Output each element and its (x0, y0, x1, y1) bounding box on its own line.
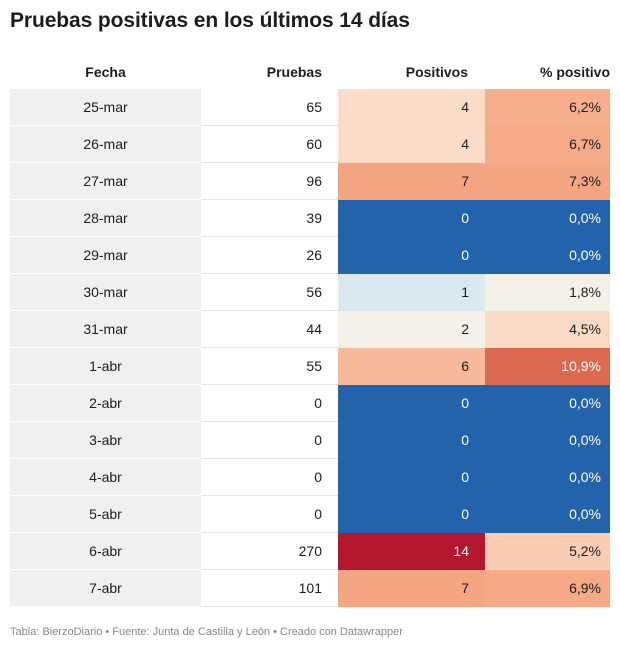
cell-pruebas: 270 (201, 533, 338, 570)
cell-positivos: 0 (338, 422, 485, 459)
cell-pruebas: 60 (201, 126, 338, 163)
cell-pct-positivo: 5,2% (485, 533, 610, 570)
cell-fecha: 29-mar (10, 237, 201, 274)
cell-pruebas: 55 (201, 348, 338, 385)
cell-pct-positivo: 6,9% (485, 570, 610, 607)
cell-pruebas: 96 (201, 163, 338, 200)
cell-pct-positivo: 1,8% (485, 274, 610, 311)
table-row: 6-abr 270 14 5,2% (10, 533, 610, 570)
cell-pct-positivo: 0,0% (485, 237, 610, 274)
cell-positivos: 1 (338, 274, 485, 311)
cell-fecha: 3-abr (10, 422, 201, 459)
cell-fecha: 5-abr (10, 496, 201, 533)
table-row: 28-mar 39 0 0,0% (10, 200, 610, 237)
cell-positivos: 0 (338, 385, 485, 422)
cell-pruebas: 65 (201, 89, 338, 126)
cell-pruebas: 44 (201, 311, 338, 348)
cell-pct-positivo: 0,0% (485, 459, 610, 496)
cell-pct-positivo: 0,0% (485, 385, 610, 422)
table-row: 5-abr 0 0 0,0% (10, 496, 610, 533)
cell-pruebas: 56 (201, 274, 338, 311)
cell-pruebas: 0 (201, 422, 338, 459)
cell-positivos: 7 (338, 570, 485, 607)
table-row: 27-mar 96 7 7,3% (10, 163, 610, 200)
cell-pct-positivo: 0,0% (485, 422, 610, 459)
cell-pruebas: 0 (201, 385, 338, 422)
table-row: 31-mar 44 2 4,5% (10, 311, 610, 348)
table-body: 25-mar 65 4 6,2% 26-mar 60 4 6,7% 27-mar 96 7 7,3% 2… (10, 89, 610, 607)
cell-fecha: 7-abr (10, 570, 201, 607)
cell-positivos: 4 (338, 126, 485, 163)
cell-fecha: 25-mar (10, 89, 201, 126)
table-row: 1-abr 55 6 10,9% (10, 348, 610, 385)
cell-pct-positivo: 7,3% (485, 163, 610, 200)
table-header: Fecha Pruebas Positivos % positivo (10, 54, 610, 89)
cell-positivos: 14 (338, 533, 485, 570)
cell-pruebas: 0 (201, 459, 338, 496)
header-fecha[interactable]: Fecha (85, 64, 126, 80)
table-row: 3-abr 0 0 0,0% (10, 422, 610, 459)
cell-pruebas: 26 (201, 237, 338, 274)
table-row: 29-mar 26 0 0,0% (10, 237, 610, 274)
table-row: 30-mar 56 1 1,8% (10, 274, 610, 311)
cell-pct-positivo: 10,9% (485, 348, 610, 385)
cell-fecha: 30-mar (10, 274, 201, 311)
cell-fecha: 1-abr (10, 348, 201, 385)
cell-positivos: 0 (338, 200, 485, 237)
header-pct-positivo[interactable]: % positivo (539, 64, 610, 80)
table-row: 26-mar 60 4 6,7% (10, 126, 610, 163)
cell-pct-positivo: 0,0% (485, 496, 610, 533)
table-row: 2-abr 0 0 0,0% (10, 385, 610, 422)
table-row: 25-mar 65 4 6,2% (10, 89, 610, 126)
cell-positivos: 4 (338, 89, 485, 126)
table-row: 7-abr 101 7 6,9% (10, 570, 610, 607)
cell-positivos: 0 (338, 496, 485, 533)
footer-credits: Tabla: BierzoDiario • Fuente: Junta de C… (10, 626, 403, 638)
cell-pct-positivo: 4,5% (485, 311, 610, 348)
cell-pct-positivo: 0,0% (485, 200, 610, 237)
cell-fecha: 31-mar (10, 311, 201, 348)
cell-fecha: 28-mar (10, 200, 201, 237)
header-pruebas[interactable]: Pruebas (266, 64, 322, 80)
cell-pruebas: 39 (201, 200, 338, 237)
cell-fecha: 2-abr (10, 385, 201, 422)
cell-pruebas: 0 (201, 496, 338, 533)
cell-positivos: 0 (338, 459, 485, 496)
data-table: Fecha Pruebas Positivos % positivo 25-ma… (10, 54, 610, 607)
cell-positivos: 2 (338, 311, 485, 348)
chart-title: Pruebas positivas en los últimos 14 días (10, 9, 410, 32)
cell-positivos: 6 (338, 348, 485, 385)
cell-pct-positivo: 6,7% (485, 126, 610, 163)
cell-positivos: 0 (338, 237, 485, 274)
cell-fecha: 27-mar (10, 163, 201, 200)
cell-positivos: 7 (338, 163, 485, 200)
table-row: 4-abr 0 0 0,0% (10, 459, 610, 496)
header-positivos[interactable]: Positivos (405, 64, 468, 80)
cell-pct-positivo: 6,2% (485, 89, 610, 126)
cell-fecha: 6-abr (10, 533, 201, 570)
cell-fecha: 26-mar (10, 126, 201, 163)
cell-fecha: 4-abr (10, 459, 201, 496)
cell-pruebas: 101 (201, 570, 338, 607)
